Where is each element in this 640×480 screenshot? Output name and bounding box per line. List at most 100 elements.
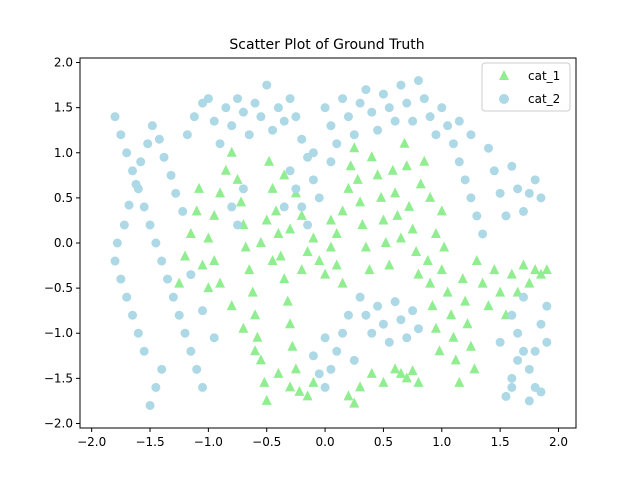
- data-point-cat_1: [448, 331, 459, 342]
- data-point-cat_2: [297, 202, 307, 212]
- data-point-cat_2: [131, 179, 141, 189]
- data-point-cat_2: [338, 94, 348, 104]
- data-point-cat_2: [227, 202, 237, 212]
- data-point-cat_2: [233, 94, 243, 104]
- data-point-cat_2: [308, 351, 318, 361]
- data-point-cat_1: [387, 164, 398, 175]
- data-point-cat_2: [209, 116, 219, 126]
- data-point-cat_2: [320, 382, 330, 392]
- data-point-cat_2: [139, 202, 149, 212]
- data-point-cat_2: [151, 238, 161, 248]
- data-point-cat_1: [255, 354, 266, 365]
- data-point-cat_2: [314, 369, 324, 379]
- data-point-cat_1: [180, 250, 191, 261]
- data-point-cat_2: [507, 373, 517, 383]
- data-point-cat_2: [501, 211, 511, 221]
- data-point-cat_2: [402, 333, 412, 343]
- data-point-cat_2: [425, 112, 435, 122]
- data-point-cat_2: [507, 310, 517, 320]
- y-tick-label: −0.5: [44, 281, 73, 295]
- data-point-cat_1: [275, 250, 286, 261]
- legend-label-cat_1: cat_1: [528, 69, 560, 83]
- data-point-cat_2: [119, 220, 129, 230]
- data-point-cat_2: [343, 310, 353, 320]
- data-point-cat_1: [422, 255, 433, 266]
- data-point-cat_1: [349, 397, 360, 408]
- x-tick-label: −2.0: [77, 435, 106, 449]
- data-point-cat_2: [349, 130, 359, 140]
- data-point-cat_2: [332, 346, 342, 356]
- data-point-cat_1: [261, 214, 272, 225]
- data-point-cat_2: [536, 193, 546, 203]
- data-point-cat_1: [252, 331, 263, 342]
- data-point-cat_1: [244, 264, 255, 275]
- data-point-cat_2: [238, 184, 248, 194]
- data-point-cat_2: [349, 355, 359, 365]
- data-point-cat_2: [518, 206, 528, 216]
- data-point-cat_2: [419, 94, 429, 104]
- data-point-cat_2: [157, 364, 167, 374]
- data-point-cat_2: [448, 139, 458, 149]
- data-point-cat_1: [392, 209, 403, 220]
- y-tick-label: 1.0: [54, 146, 73, 160]
- data-point-cat_2: [524, 396, 534, 406]
- data-point-cat_2: [250, 98, 260, 108]
- data-point-cat_1: [450, 354, 461, 365]
- data-point-cat_1: [518, 259, 529, 270]
- data-point-cat_1: [411, 246, 422, 257]
- data-point-cat_2: [221, 103, 231, 113]
- data-point-cat_1: [366, 151, 377, 162]
- data-point-cat_1: [376, 191, 387, 202]
- data-point-cat_1: [483, 300, 494, 311]
- data-point-cat_2: [238, 107, 248, 117]
- data-point-cat_2: [256, 112, 266, 122]
- data-point-cat_2: [384, 337, 394, 347]
- data-point-cat_2: [192, 364, 202, 374]
- data-point-cat_1: [457, 273, 468, 284]
- data-point-cat_2: [343, 112, 353, 122]
- data-point-cat_2: [378, 89, 388, 99]
- data-point-cat_1: [337, 277, 348, 288]
- data-point-cat_1: [352, 173, 363, 184]
- data-point-cat_1: [415, 178, 426, 189]
- data-point-cat_1: [345, 160, 356, 171]
- data-point-cat_1: [425, 191, 436, 202]
- data-point-cat_1: [506, 268, 517, 279]
- data-point-cat_2: [320, 103, 330, 113]
- data-point-cat_2: [182, 130, 192, 140]
- data-point-cat_2: [390, 116, 400, 126]
- data-point-cat_2: [291, 184, 301, 194]
- data-point-cat_1: [355, 381, 366, 392]
- data-point-cat_2: [166, 170, 176, 180]
- data-point-cat_2: [285, 94, 295, 104]
- data-point-cat_2: [110, 112, 120, 122]
- data-point-cat_1: [209, 255, 220, 266]
- data-point-cat_2: [320, 333, 330, 343]
- data-point-cat_1: [302, 390, 313, 401]
- data-point-cat_1: [302, 246, 313, 257]
- data-point-cat_1: [343, 182, 354, 193]
- data-point-cat_1: [469, 363, 480, 374]
- data-point-cat_1: [261, 394, 272, 405]
- data-point-cat_2: [244, 130, 254, 140]
- legend-marker-cat_1: [499, 70, 509, 80]
- data-point-cat_1: [285, 223, 296, 234]
- data-point-cat_2: [530, 175, 540, 185]
- data-point-cat_1: [442, 286, 453, 297]
- data-point-cat_1: [320, 268, 331, 279]
- data-point-cat_1: [541, 264, 552, 275]
- data-point-cat_1: [524, 277, 535, 288]
- data-point-cat_1: [308, 232, 319, 243]
- data-point-cat_2: [143, 139, 153, 149]
- data-point-cat_1: [337, 205, 348, 216]
- data-point-cat_2: [332, 139, 342, 149]
- data-point-cat_1: [407, 223, 418, 234]
- data-point-cat_2: [110, 256, 120, 266]
- data-point-cat_2: [507, 161, 517, 171]
- data-point-cat_2: [291, 112, 301, 122]
- data-point-cat_2: [542, 301, 552, 311]
- data-point-cat_1: [462, 318, 473, 329]
- data-point-cat_2: [124, 200, 134, 210]
- data-point-cat_1: [325, 241, 336, 252]
- data-point-cat_2: [198, 382, 208, 392]
